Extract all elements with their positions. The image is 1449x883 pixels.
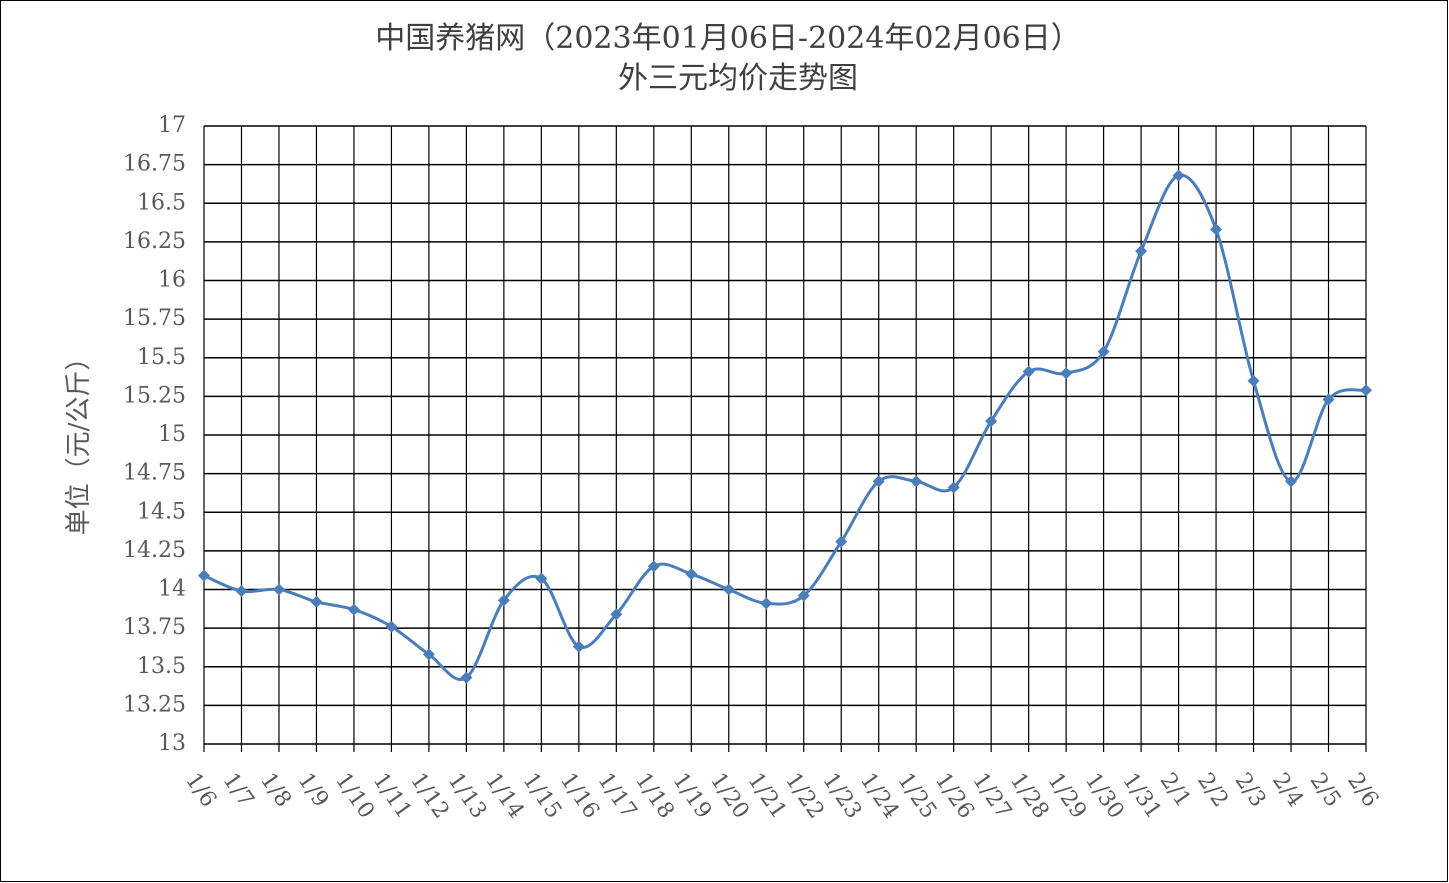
marker [872, 475, 885, 488]
y-tick-label: 15.5 [137, 345, 186, 370]
marker [797, 589, 810, 602]
marker [422, 648, 435, 661]
marker [947, 481, 960, 494]
marker [1210, 223, 1223, 236]
y-tick-label: 15 [158, 422, 186, 447]
marker [1135, 245, 1148, 258]
marker [385, 620, 398, 633]
marker [572, 640, 585, 653]
y-tick-label: 16 [158, 268, 186, 293]
marker [1360, 384, 1372, 397]
marker [647, 560, 660, 573]
marker [235, 585, 248, 598]
marker [310, 595, 323, 608]
marker [347, 603, 360, 616]
chart-subtitle: 外三元均价走势图 [618, 61, 858, 96]
marker [460, 671, 473, 684]
y-tick-label: 16.25 [123, 229, 186, 254]
marker [1172, 169, 1185, 182]
y-tick-label: 14.5 [137, 499, 186, 524]
marker [1285, 475, 1298, 488]
marker [685, 568, 698, 581]
marker [272, 583, 285, 596]
marker [1022, 365, 1035, 378]
marker [722, 583, 735, 596]
chart-title: 中国养猪网（2023年01月06日-2024年02月06日） [375, 21, 1081, 56]
y-tick-label: 14.75 [123, 461, 186, 486]
y-tick-label: 14.25 [123, 538, 186, 563]
y-tick-label: 16.75 [123, 152, 186, 177]
marker [1097, 345, 1110, 358]
marker [1247, 374, 1260, 387]
line [203, 173, 1367, 681]
marker [835, 535, 848, 548]
marker [760, 597, 773, 610]
marker [910, 475, 923, 488]
marker [985, 415, 998, 428]
y-tick-label: 13.25 [123, 692, 186, 717]
marker [1322, 393, 1335, 406]
marker [535, 572, 548, 585]
y-tick-label: 17 [158, 113, 186, 138]
marker [198, 569, 210, 582]
marker [610, 608, 623, 621]
marker [1060, 367, 1073, 380]
y-tick-label: 13.5 [137, 654, 186, 679]
y-tick-label: 13.75 [123, 615, 186, 640]
y-axis-label: 单位（元/公斤） [64, 345, 94, 536]
y-tick-label: 15.25 [123, 383, 186, 408]
y-tick-label: 15.75 [123, 306, 186, 331]
y-tick-label: 14 [158, 577, 186, 602]
y-tick-label: 13 [158, 731, 186, 756]
y-tick-label: 16.5 [137, 190, 186, 215]
marker [497, 594, 510, 607]
